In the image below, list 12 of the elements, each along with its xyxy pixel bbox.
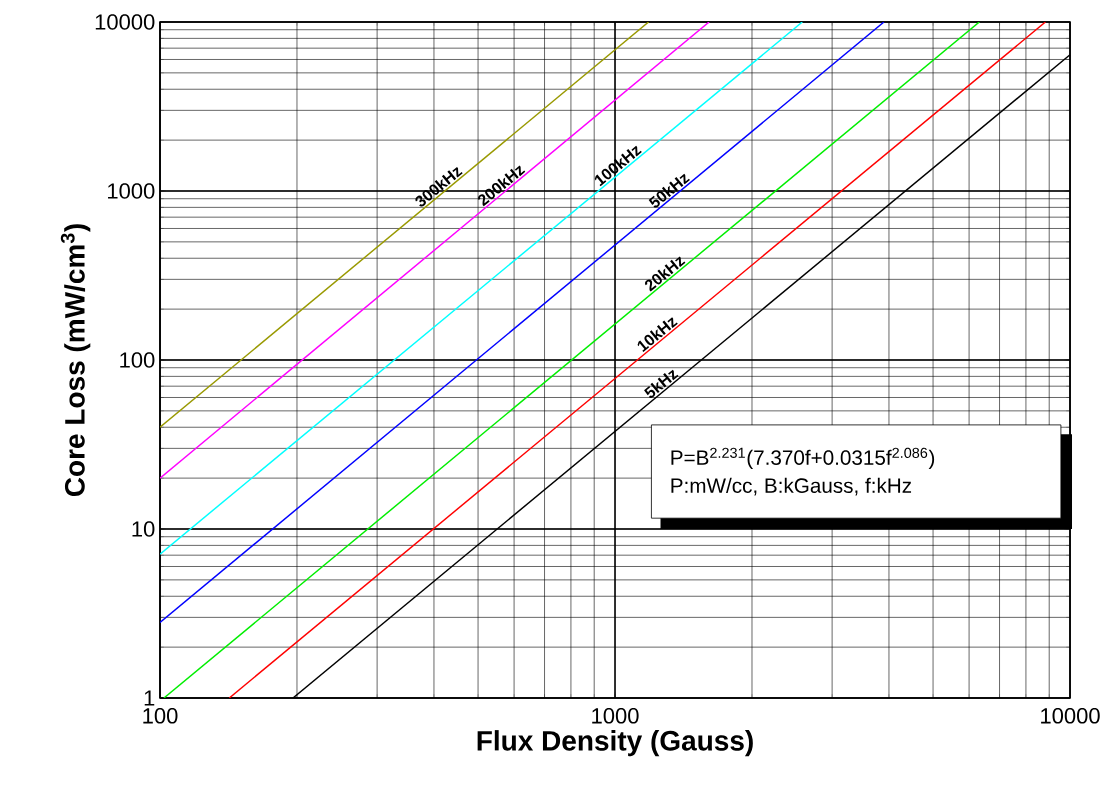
y-tick-label: 100	[120, 352, 155, 368]
y-tick-label: 1	[144, 690, 155, 706]
annotation: P:mW/cc, B:kGauss, f:kHz	[671, 477, 912, 496]
y-tick-label: 10	[132, 521, 155, 537]
x-tick-label: 10000	[1041, 708, 1100, 724]
y-tick-label: 10000	[95, 14, 155, 30]
y-axis-title: Core Loss (mW/cm$^{3}$)	[60, 224, 91, 497]
annotation: P=B$^{2.231}$(7.370f+0.0315f$^{2.086}$)	[671, 447, 935, 470]
x-tick-label: 1000	[592, 708, 639, 724]
x-axis-title: Flux Density (Gauss)	[477, 730, 753, 757]
x-tick-label: 100	[143, 708, 178, 724]
y-tick-label: 1000	[108, 183, 155, 199]
